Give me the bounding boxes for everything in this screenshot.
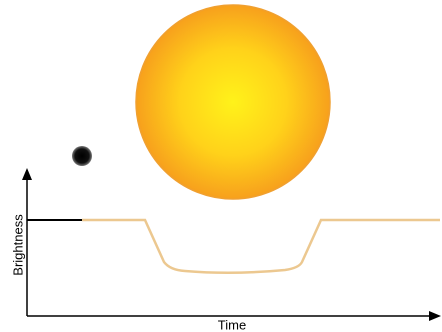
- light-curve: [82, 218, 440, 275]
- y-axis-arrow: [22, 168, 32, 180]
- y-axis-label: Brightness: [10, 214, 25, 276]
- star: [135, 4, 331, 200]
- x-axis-arrow: [429, 311, 441, 321]
- x-axis-label: Time: [218, 317, 246, 332]
- planet: [72, 146, 92, 166]
